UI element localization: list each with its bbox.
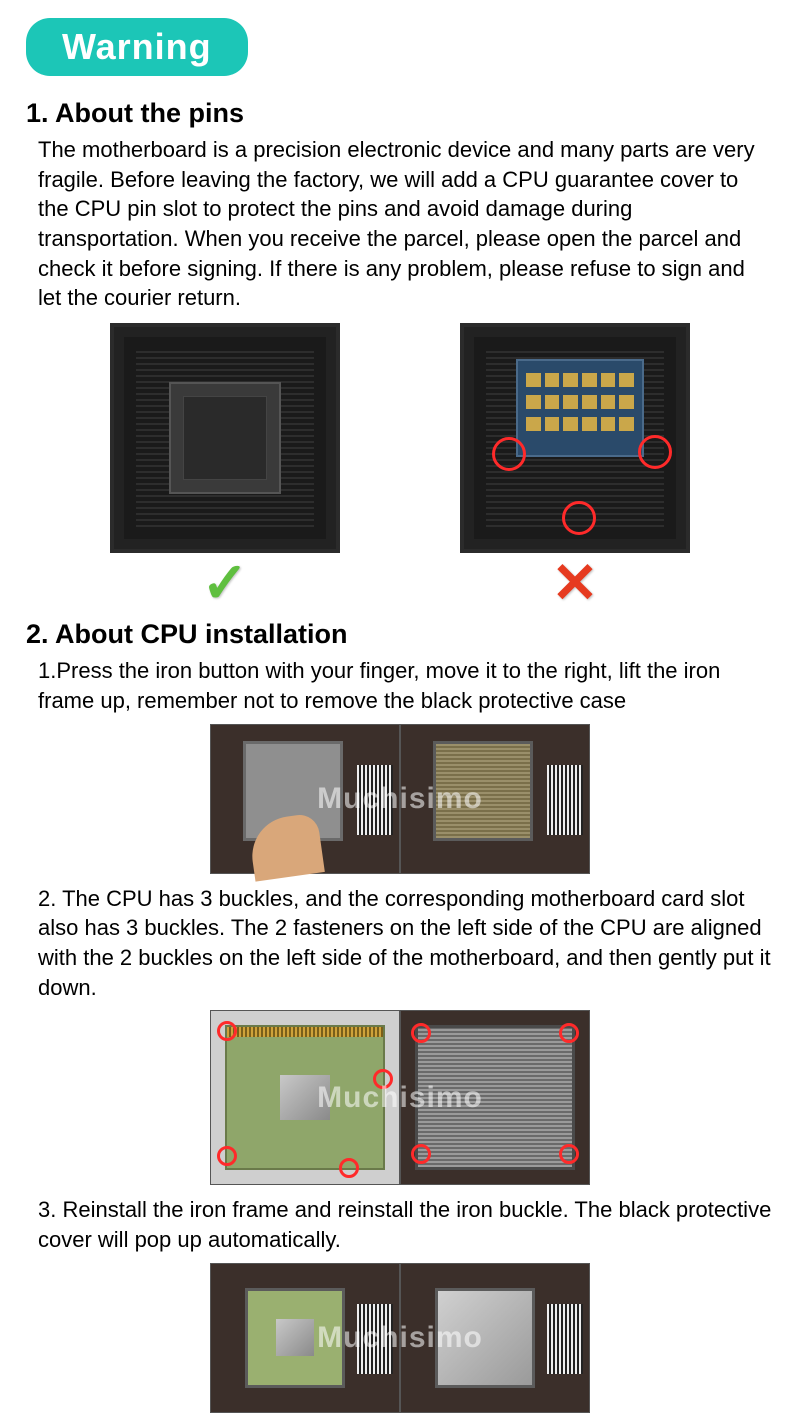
step1-text: 1.Press the iron button with your finger… (38, 656, 774, 715)
align-dot-icon (373, 1069, 393, 1089)
defect-circle-icon (492, 437, 526, 471)
step1-photo-right (400, 724, 590, 874)
bad-socket-figure: ✕ (460, 323, 690, 611)
check-icon: ✓ (202, 555, 249, 611)
defect-circle-icon (638, 435, 672, 469)
align-dot-icon (339, 1158, 359, 1178)
align-dot-icon (559, 1144, 579, 1164)
bad-socket-image (460, 323, 690, 553)
socket-compare-figure: ✓ ✕ (0, 323, 800, 611)
good-socket-figure: ✓ (110, 323, 340, 611)
defect-circle-icon (562, 501, 596, 535)
align-dot-icon (559, 1023, 579, 1043)
section1-heading: 1. About the pins (26, 98, 800, 129)
step1-photo-left (210, 724, 400, 874)
step3-photo-right (400, 1263, 590, 1413)
warning-badge: Warning (26, 18, 248, 76)
good-socket-image (110, 323, 340, 553)
step3-photo-left (210, 1263, 400, 1413)
step3-figure: Muchisimo (0, 1263, 800, 1413)
cross-icon: ✕ (552, 555, 599, 611)
step3-text: 3. Reinstall the iron frame and reinstal… (38, 1195, 774, 1254)
step2-photo-left (210, 1010, 400, 1185)
step1-figure: Muchisimo (0, 724, 800, 874)
section1-body: The motherboard is a precision electroni… (38, 135, 774, 313)
step2-text: 2. The CPU has 3 buckles, and the corres… (38, 884, 774, 1003)
section2-heading: 2. About CPU installation (26, 619, 800, 650)
step2-photo-right (400, 1010, 590, 1185)
step2-figure: Muchisimo (0, 1010, 800, 1185)
